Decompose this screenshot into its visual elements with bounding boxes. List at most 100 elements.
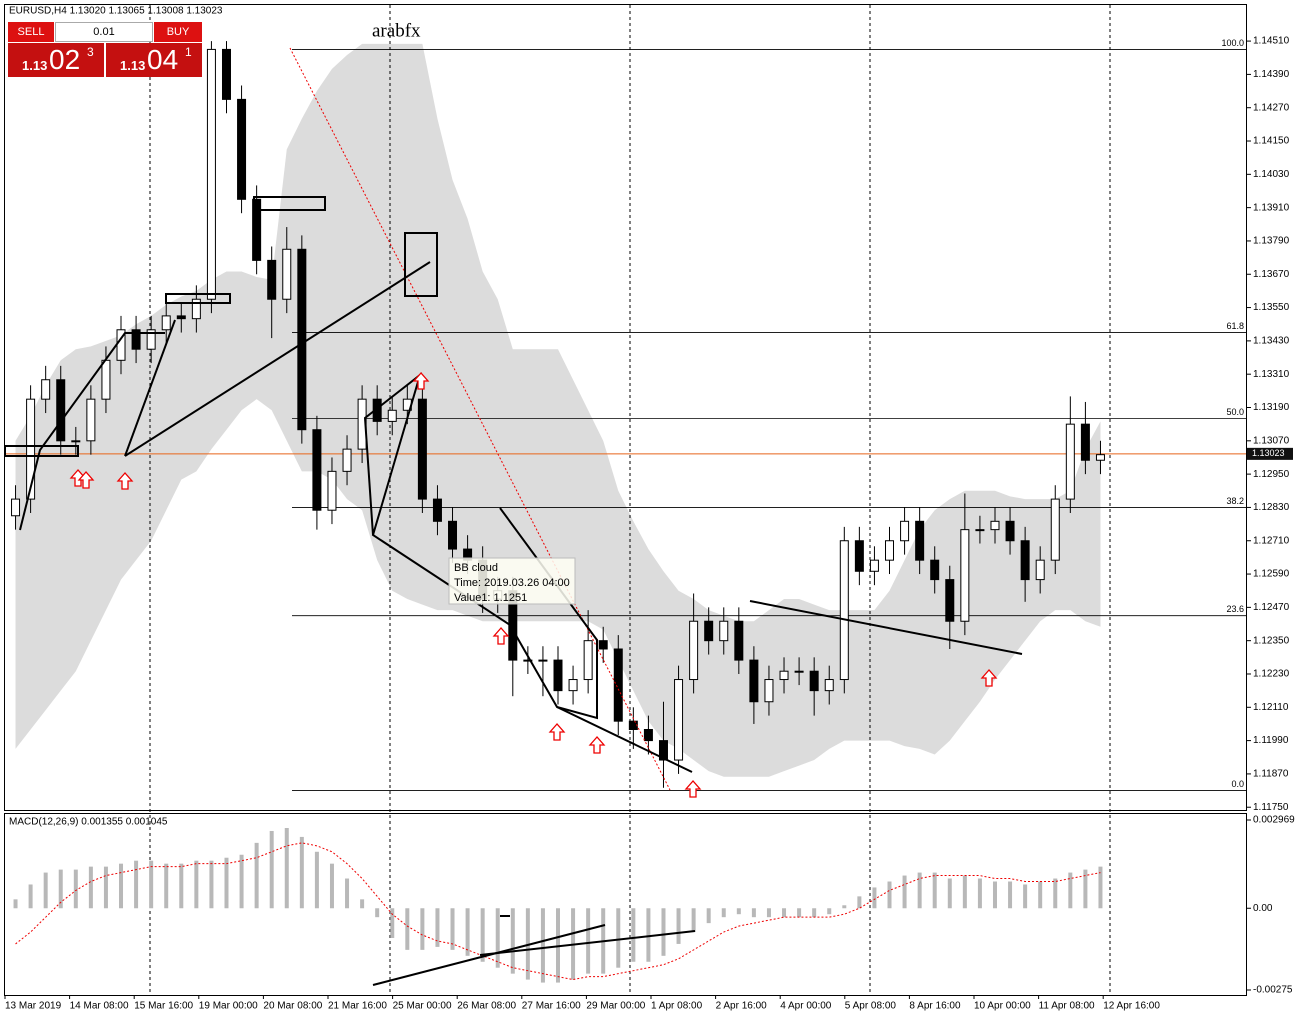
candle-body (734, 620, 744, 661)
y-tick-label: 1.14030 (1253, 169, 1290, 180)
candle-body (523, 659, 533, 662)
macd-bar (1008, 881, 1013, 909)
candle (658, 701, 668, 788)
one-click-panel: SELL 0.01 BUY 1.13 02 3 1.13 04 1 (8, 22, 202, 77)
macd-bar (284, 827, 289, 909)
drawings (4, 47, 1023, 986)
up-arrow (77, 471, 95, 489)
macd-bar (977, 878, 982, 909)
candle-body (206, 48, 216, 300)
candle-body (930, 559, 940, 581)
x-tick-label: 19 Mar 00:00 (199, 1001, 258, 1012)
x-tick-label: 29 Mar 00:00 (586, 1001, 645, 1012)
macd-bar (1053, 878, 1058, 909)
price-fraction: 3 (87, 45, 94, 59)
macd-bar (209, 860, 214, 909)
candle (146, 315, 156, 364)
fib-label: 0.0 (1231, 779, 1244, 789)
candle-body (824, 679, 834, 692)
macd-bar (797, 908, 802, 918)
candle (221, 41, 231, 114)
macd-bar (827, 908, 832, 915)
macd-bar (149, 860, 154, 909)
fib-label: 23.6 (1226, 604, 1244, 614)
macd-bar (164, 863, 169, 909)
macd-bar (782, 908, 787, 918)
trend-line (124, 319, 176, 457)
x-tick-label: 27 Mar 16:00 (522, 1001, 581, 1012)
macd-bar (405, 908, 410, 950)
candle-body (598, 640, 608, 650)
y-tick-label: 1.13430 (1253, 336, 1290, 347)
candle-body (613, 648, 623, 722)
candle (342, 435, 352, 486)
candle (1065, 396, 1075, 513)
trend-line (479, 930, 696, 956)
macd-bar (962, 875, 967, 909)
candle-body (839, 540, 849, 681)
macd-tick-label: 0.002969 (1253, 815, 1295, 826)
lot-input[interactable]: 0.01 (55, 22, 153, 42)
candle (1050, 485, 1060, 575)
macd-bar (887, 881, 892, 909)
box-drawing (165, 293, 231, 304)
buy-button[interactable]: BUY (154, 22, 202, 42)
box-drawing (404, 232, 438, 297)
candle (674, 665, 684, 774)
candle-body (538, 659, 548, 662)
candle-body (945, 579, 955, 622)
y-tick-label: 1.13550 (1253, 302, 1290, 313)
candle-body (221, 48, 231, 100)
macd-bar (480, 908, 485, 962)
y-tick-label: 1.12590 (1253, 569, 1290, 580)
candle-body (915, 520, 925, 561)
candle-body (779, 670, 789, 681)
tooltip-line: BB cloud (454, 562, 498, 574)
candle (327, 457, 337, 525)
candle (86, 385, 96, 455)
candle (839, 526, 849, 694)
candle (779, 657, 789, 694)
macd-bar (254, 842, 259, 909)
buy-price[interactable]: 1.13 04 1 (106, 43, 202, 77)
candle-body (794, 670, 804, 673)
macd-bar (329, 863, 334, 909)
candle-body (628, 720, 638, 731)
x-tick-label: 2 Apr 16:00 (716, 1001, 768, 1012)
x-tick-label: 11 Apr 08:00 (1039, 1001, 1095, 1012)
box-drawing (253, 196, 326, 211)
candle-body (719, 620, 729, 642)
candle (990, 507, 1000, 544)
candle-body (1080, 423, 1090, 461)
candle-body (267, 259, 277, 300)
macd-bar (721, 908, 726, 918)
candle-body (960, 529, 970, 622)
candle (689, 593, 699, 694)
candle (613, 635, 623, 736)
candle-body (71, 440, 81, 443)
macd-bar (345, 878, 350, 909)
candle-body (900, 520, 910, 542)
candle (387, 396, 397, 436)
up-arrow (588, 736, 606, 754)
macd-label: MACD(12,26,9) 0.001355 0.001045 (9, 817, 168, 828)
candle (930, 546, 940, 594)
candle-body (809, 670, 819, 692)
x-tick-label: 4 Apr 00:00 (780, 1001, 832, 1012)
macd-bar (857, 896, 862, 909)
y-tick-label: 1.12710 (1253, 535, 1290, 546)
macd-bar (540, 908, 545, 983)
candle (598, 626, 608, 663)
main-frame (4, 4, 1247, 811)
trend-line (19, 332, 165, 531)
sell-button[interactable]: SELL (8, 22, 54, 42)
candle (71, 426, 81, 455)
sell-price[interactable]: 1.13 02 3 (8, 43, 104, 77)
candle (749, 646, 759, 724)
macd-tick-label: -0.00275 (1253, 985, 1293, 996)
macd-signal (15, 842, 1101, 981)
macd-bar (43, 872, 48, 909)
y-tick-label: 1.14390 (1253, 69, 1290, 80)
candle-body (643, 729, 653, 742)
